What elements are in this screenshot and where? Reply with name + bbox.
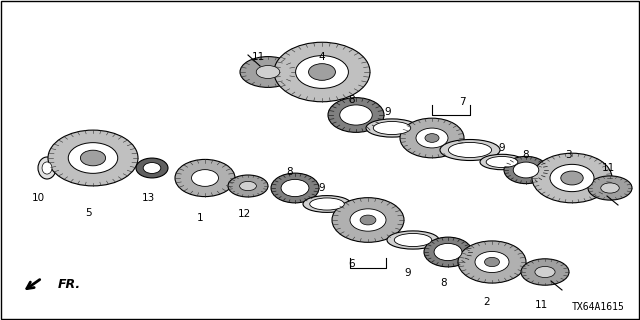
Text: 9: 9: [319, 183, 325, 193]
Ellipse shape: [332, 198, 404, 242]
Ellipse shape: [440, 140, 500, 161]
Text: 13: 13: [141, 193, 155, 203]
Ellipse shape: [191, 170, 218, 186]
Ellipse shape: [424, 237, 472, 267]
Ellipse shape: [308, 64, 335, 80]
Text: TX64A1615: TX64A1615: [572, 302, 625, 312]
Text: 11: 11: [602, 163, 614, 173]
Text: 7: 7: [459, 97, 465, 107]
Ellipse shape: [256, 66, 280, 78]
Text: 12: 12: [237, 209, 251, 219]
Ellipse shape: [588, 176, 632, 200]
Text: 1: 1: [196, 213, 204, 223]
Text: 4: 4: [319, 52, 325, 62]
Ellipse shape: [504, 156, 548, 184]
Text: 8: 8: [287, 167, 293, 177]
Ellipse shape: [48, 130, 138, 186]
Ellipse shape: [449, 142, 492, 157]
Text: 6: 6: [349, 259, 355, 269]
Ellipse shape: [38, 157, 56, 179]
Ellipse shape: [458, 241, 526, 283]
Ellipse shape: [310, 198, 344, 210]
Ellipse shape: [271, 173, 319, 203]
Ellipse shape: [416, 128, 448, 148]
Text: 8: 8: [349, 95, 355, 105]
Ellipse shape: [434, 244, 462, 260]
Text: 8: 8: [441, 278, 447, 288]
Ellipse shape: [532, 153, 612, 203]
Text: 9: 9: [499, 143, 506, 153]
Ellipse shape: [328, 98, 384, 132]
Ellipse shape: [373, 122, 411, 134]
Ellipse shape: [274, 42, 370, 102]
Ellipse shape: [296, 56, 348, 88]
Ellipse shape: [281, 180, 309, 196]
Ellipse shape: [228, 175, 268, 197]
Ellipse shape: [340, 105, 372, 125]
Text: 2: 2: [484, 297, 490, 307]
Ellipse shape: [136, 158, 168, 178]
Text: 10: 10: [31, 193, 45, 203]
Ellipse shape: [360, 215, 376, 225]
Text: 9: 9: [404, 268, 412, 278]
Ellipse shape: [350, 209, 386, 231]
Ellipse shape: [480, 154, 524, 170]
Ellipse shape: [81, 150, 106, 166]
Ellipse shape: [550, 164, 594, 192]
Ellipse shape: [513, 162, 539, 178]
Text: 11: 11: [252, 52, 264, 62]
Ellipse shape: [394, 234, 432, 246]
Ellipse shape: [239, 181, 257, 191]
Ellipse shape: [175, 159, 235, 196]
Text: 11: 11: [534, 300, 548, 310]
Text: 9: 9: [385, 107, 391, 117]
Text: FR.: FR.: [58, 277, 81, 291]
Ellipse shape: [366, 119, 418, 137]
Ellipse shape: [521, 259, 569, 285]
Text: 3: 3: [564, 150, 572, 160]
Ellipse shape: [42, 162, 52, 174]
Ellipse shape: [475, 252, 509, 273]
Text: 8: 8: [523, 150, 529, 160]
Text: 5: 5: [84, 208, 92, 218]
Ellipse shape: [486, 156, 518, 168]
Ellipse shape: [387, 231, 439, 249]
Ellipse shape: [303, 196, 351, 212]
Ellipse shape: [535, 267, 555, 277]
Ellipse shape: [143, 163, 161, 173]
Ellipse shape: [68, 143, 118, 173]
Ellipse shape: [561, 171, 583, 185]
Ellipse shape: [601, 183, 620, 193]
Ellipse shape: [400, 118, 464, 158]
Ellipse shape: [240, 57, 296, 87]
Ellipse shape: [484, 257, 499, 267]
Ellipse shape: [425, 134, 439, 142]
